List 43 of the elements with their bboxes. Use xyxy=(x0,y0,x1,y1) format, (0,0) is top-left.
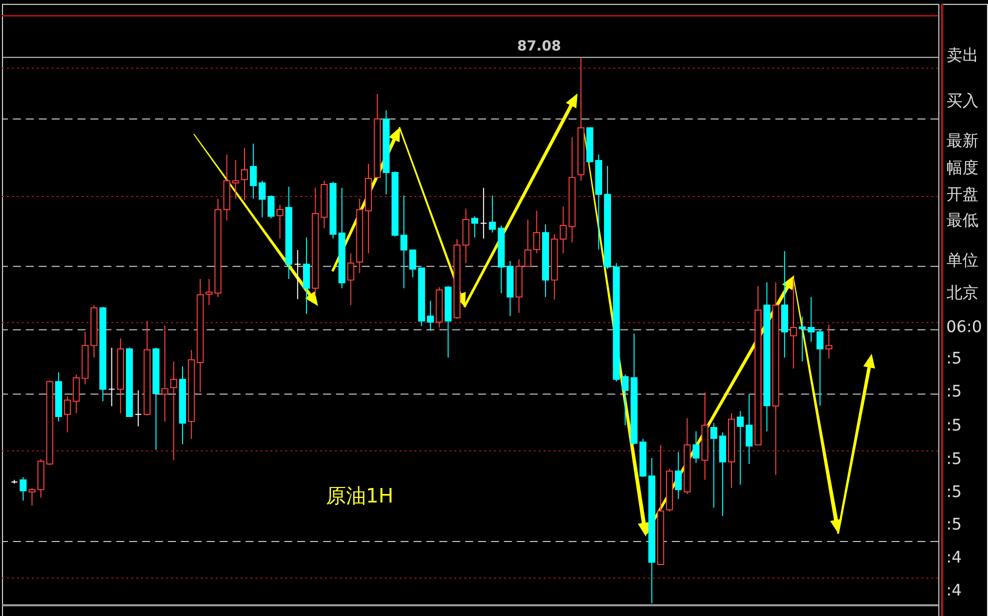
annotation: 原油1H xyxy=(326,484,394,508)
candlestick xyxy=(276,204,284,240)
candlestick xyxy=(710,422,718,508)
candlestick xyxy=(241,147,248,201)
text: :4 xyxy=(946,547,962,566)
text: 开盘 xyxy=(946,184,978,204)
text: :5 xyxy=(946,348,962,368)
candlestick xyxy=(161,325,168,422)
text: :5 xyxy=(946,449,962,468)
candlestick xyxy=(134,390,142,427)
text: 幅度 xyxy=(946,158,978,177)
candlestick xyxy=(790,278,797,369)
candlestick xyxy=(268,194,275,219)
text: :4 xyxy=(946,580,962,600)
candlestick xyxy=(674,452,682,500)
text: :5 xyxy=(946,381,962,400)
candlestick xyxy=(170,360,178,461)
text: 北京 xyxy=(946,283,978,302)
annotation: 87.08 xyxy=(517,38,562,54)
candlestick xyxy=(294,250,302,300)
candlestick xyxy=(64,396,71,433)
text: 最新 xyxy=(946,130,978,150)
text: :5 xyxy=(946,482,962,501)
candlestick xyxy=(347,252,354,306)
text: 买入 xyxy=(946,91,978,110)
text: 卖出 xyxy=(946,46,978,65)
text: 06:0 xyxy=(946,316,982,336)
candlestick xyxy=(28,488,36,506)
candlestick xyxy=(560,206,567,254)
candlestick xyxy=(692,430,700,464)
candlestick xyxy=(108,347,116,407)
text: :5 xyxy=(946,415,962,434)
candlestick xyxy=(816,329,824,406)
candlestick xyxy=(426,300,434,332)
text: 最低 xyxy=(946,210,978,230)
candlestick xyxy=(206,278,213,306)
text: 单位 xyxy=(946,250,978,270)
candlestick xyxy=(480,187,488,240)
text: :5 xyxy=(946,514,962,534)
candlestick xyxy=(825,324,832,360)
candlestick xyxy=(471,216,478,238)
candlestick xyxy=(20,476,27,502)
candlestick xyxy=(488,194,496,234)
